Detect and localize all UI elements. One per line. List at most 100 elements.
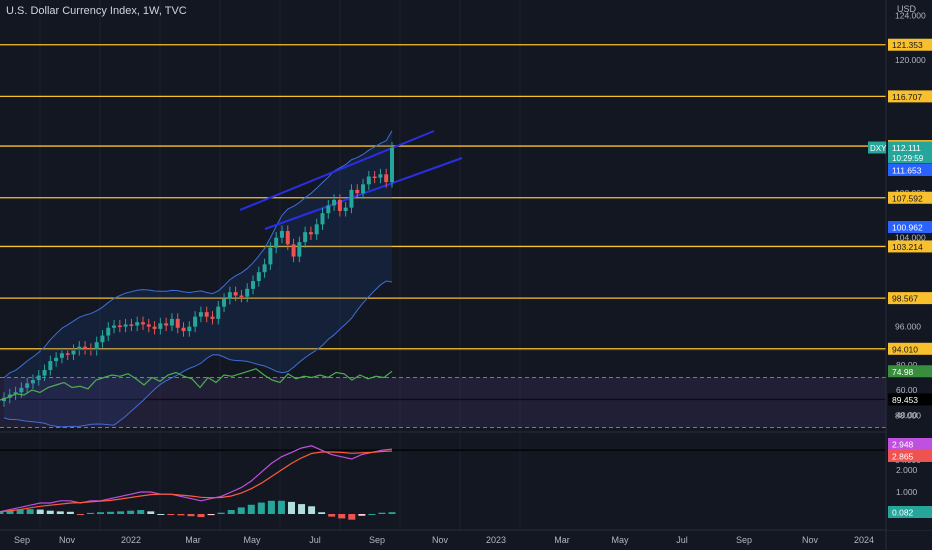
candles[interactable] — [2, 142, 394, 407]
candle-body — [361, 184, 366, 194]
time-tick: Mar — [185, 535, 201, 545]
candle-body — [332, 199, 337, 206]
macd-hist-bar — [217, 512, 225, 514]
countdown: 10:29:59 — [892, 154, 924, 163]
candle-body — [297, 242, 302, 257]
time-tick: Sep — [14, 535, 30, 545]
candle-body — [303, 232, 308, 243]
candle-body — [146, 324, 151, 327]
macd-hist-bar — [287, 501, 295, 514]
macd-hist-bar — [338, 514, 346, 519]
candle-body — [251, 281, 256, 289]
upper-band-label-bg — [888, 164, 932, 176]
macd-hist-bar — [368, 514, 376, 515]
time-tick: Mar — [554, 535, 570, 545]
candle-body — [100, 335, 105, 343]
candle-body — [274, 237, 279, 248]
upper-band-label: 111.653 — [892, 166, 922, 176]
macd-tick: 2.000 — [896, 465, 918, 475]
level-badge-bg — [888, 191, 932, 204]
candle-body — [355, 189, 360, 194]
candle-body — [30, 380, 35, 384]
rsi-band — [0, 377, 886, 428]
price-tick: 96.000 — [895, 322, 921, 332]
candle-body — [268, 247, 273, 265]
price-scale[interactable]: USD128.000124.000120.000108.000104.00096… — [868, 0, 932, 550]
candle-body — [135, 322, 140, 326]
candle-body — [193, 316, 198, 327]
candle-body — [140, 322, 145, 325]
time-tick: 2024 — [854, 535, 874, 545]
candle-body — [123, 324, 128, 327]
time-axis[interactable]: Sep Nov 2022 Mar May Jul Sep Nov 2023 Mar May Jul Se… — [14, 535, 874, 545]
level-badge-bg — [888, 240, 932, 253]
candle-body — [71, 350, 76, 355]
chart-title: U.S. Dollar Currency Index, 1W, TVC — [6, 5, 187, 17]
time-tick: Jul — [676, 535, 688, 545]
macd-hist-bar — [56, 511, 64, 514]
candle-body — [326, 205, 331, 214]
band-fill — [4, 130, 392, 427]
candle-body — [59, 353, 64, 358]
level-badge-bg — [888, 393, 932, 406]
level-badge: 107.592 — [892, 193, 923, 203]
candle-body — [181, 327, 186, 332]
candle-body — [48, 361, 53, 371]
macd-hist-bar — [137, 510, 145, 514]
grid — [39, 0, 521, 530]
upper-band — [3, 130, 393, 379]
pane-dividers — [0, 349, 932, 531]
candle-body — [210, 316, 215, 319]
macd-hist-bar — [6, 510, 14, 514]
price-tick: 104.000 — [895, 233, 926, 243]
candle-body — [2, 397, 6, 402]
signal-value-label: 2.865 — [892, 452, 914, 462]
rsi-pane[interactable] — [0, 368, 886, 428]
macd-pane[interactable] — [0, 445, 396, 520]
level-badge-bg — [888, 292, 932, 305]
hist-value-label-bg — [888, 506, 932, 518]
macd-hist-bar — [388, 512, 396, 514]
candle-body — [152, 326, 157, 329]
signal-value-label-bg — [888, 450, 932, 462]
time-tick: Nov — [432, 535, 449, 545]
candle-body — [314, 224, 319, 235]
rsi-value-label-bg — [888, 365, 932, 378]
candle-body — [366, 176, 371, 185]
macd-hist-bar — [318, 512, 326, 514]
macd-hist-bar — [197, 514, 205, 518]
macd-hist-bar — [227, 510, 235, 514]
symbol-tag-bg — [868, 141, 886, 154]
candle-body — [384, 174, 389, 183]
candle-body — [349, 189, 354, 208]
candle-body — [285, 231, 290, 245]
macd-hist-bar — [277, 500, 285, 514]
level-badge: 89.453 — [892, 395, 918, 405]
candle-body — [308, 232, 313, 235]
candle-body — [343, 207, 348, 212]
rsi-tick: 80.00 — [896, 360, 918, 370]
level-badge: 98.567 — [892, 294, 918, 304]
rsi-tick: 60.00 — [896, 385, 918, 395]
macd-hist-bar — [247, 504, 255, 514]
candle-body — [245, 288, 250, 297]
candle-body — [94, 342, 99, 351]
channel-upper — [239, 130, 435, 211]
macd-hist-bar — [167, 514, 175, 515]
candle-body — [65, 353, 70, 355]
macd-hist-bar — [257, 502, 265, 514]
price-tick: 120.000 — [895, 55, 926, 65]
macd-hist-bar — [66, 511, 74, 514]
candle-body — [77, 346, 82, 351]
candle-body — [106, 327, 111, 336]
price-tick: 88.000 — [895, 411, 921, 421]
time-tick: May — [611, 535, 629, 545]
candle-body — [372, 176, 377, 179]
candle-body — [204, 312, 209, 317]
candle-body — [390, 147, 394, 183]
horizontal-levels[interactable] — [0, 0, 886, 451]
time-tick: Sep — [736, 535, 752, 545]
candle-body — [256, 272, 261, 282]
macd-hist-bar — [267, 500, 275, 514]
